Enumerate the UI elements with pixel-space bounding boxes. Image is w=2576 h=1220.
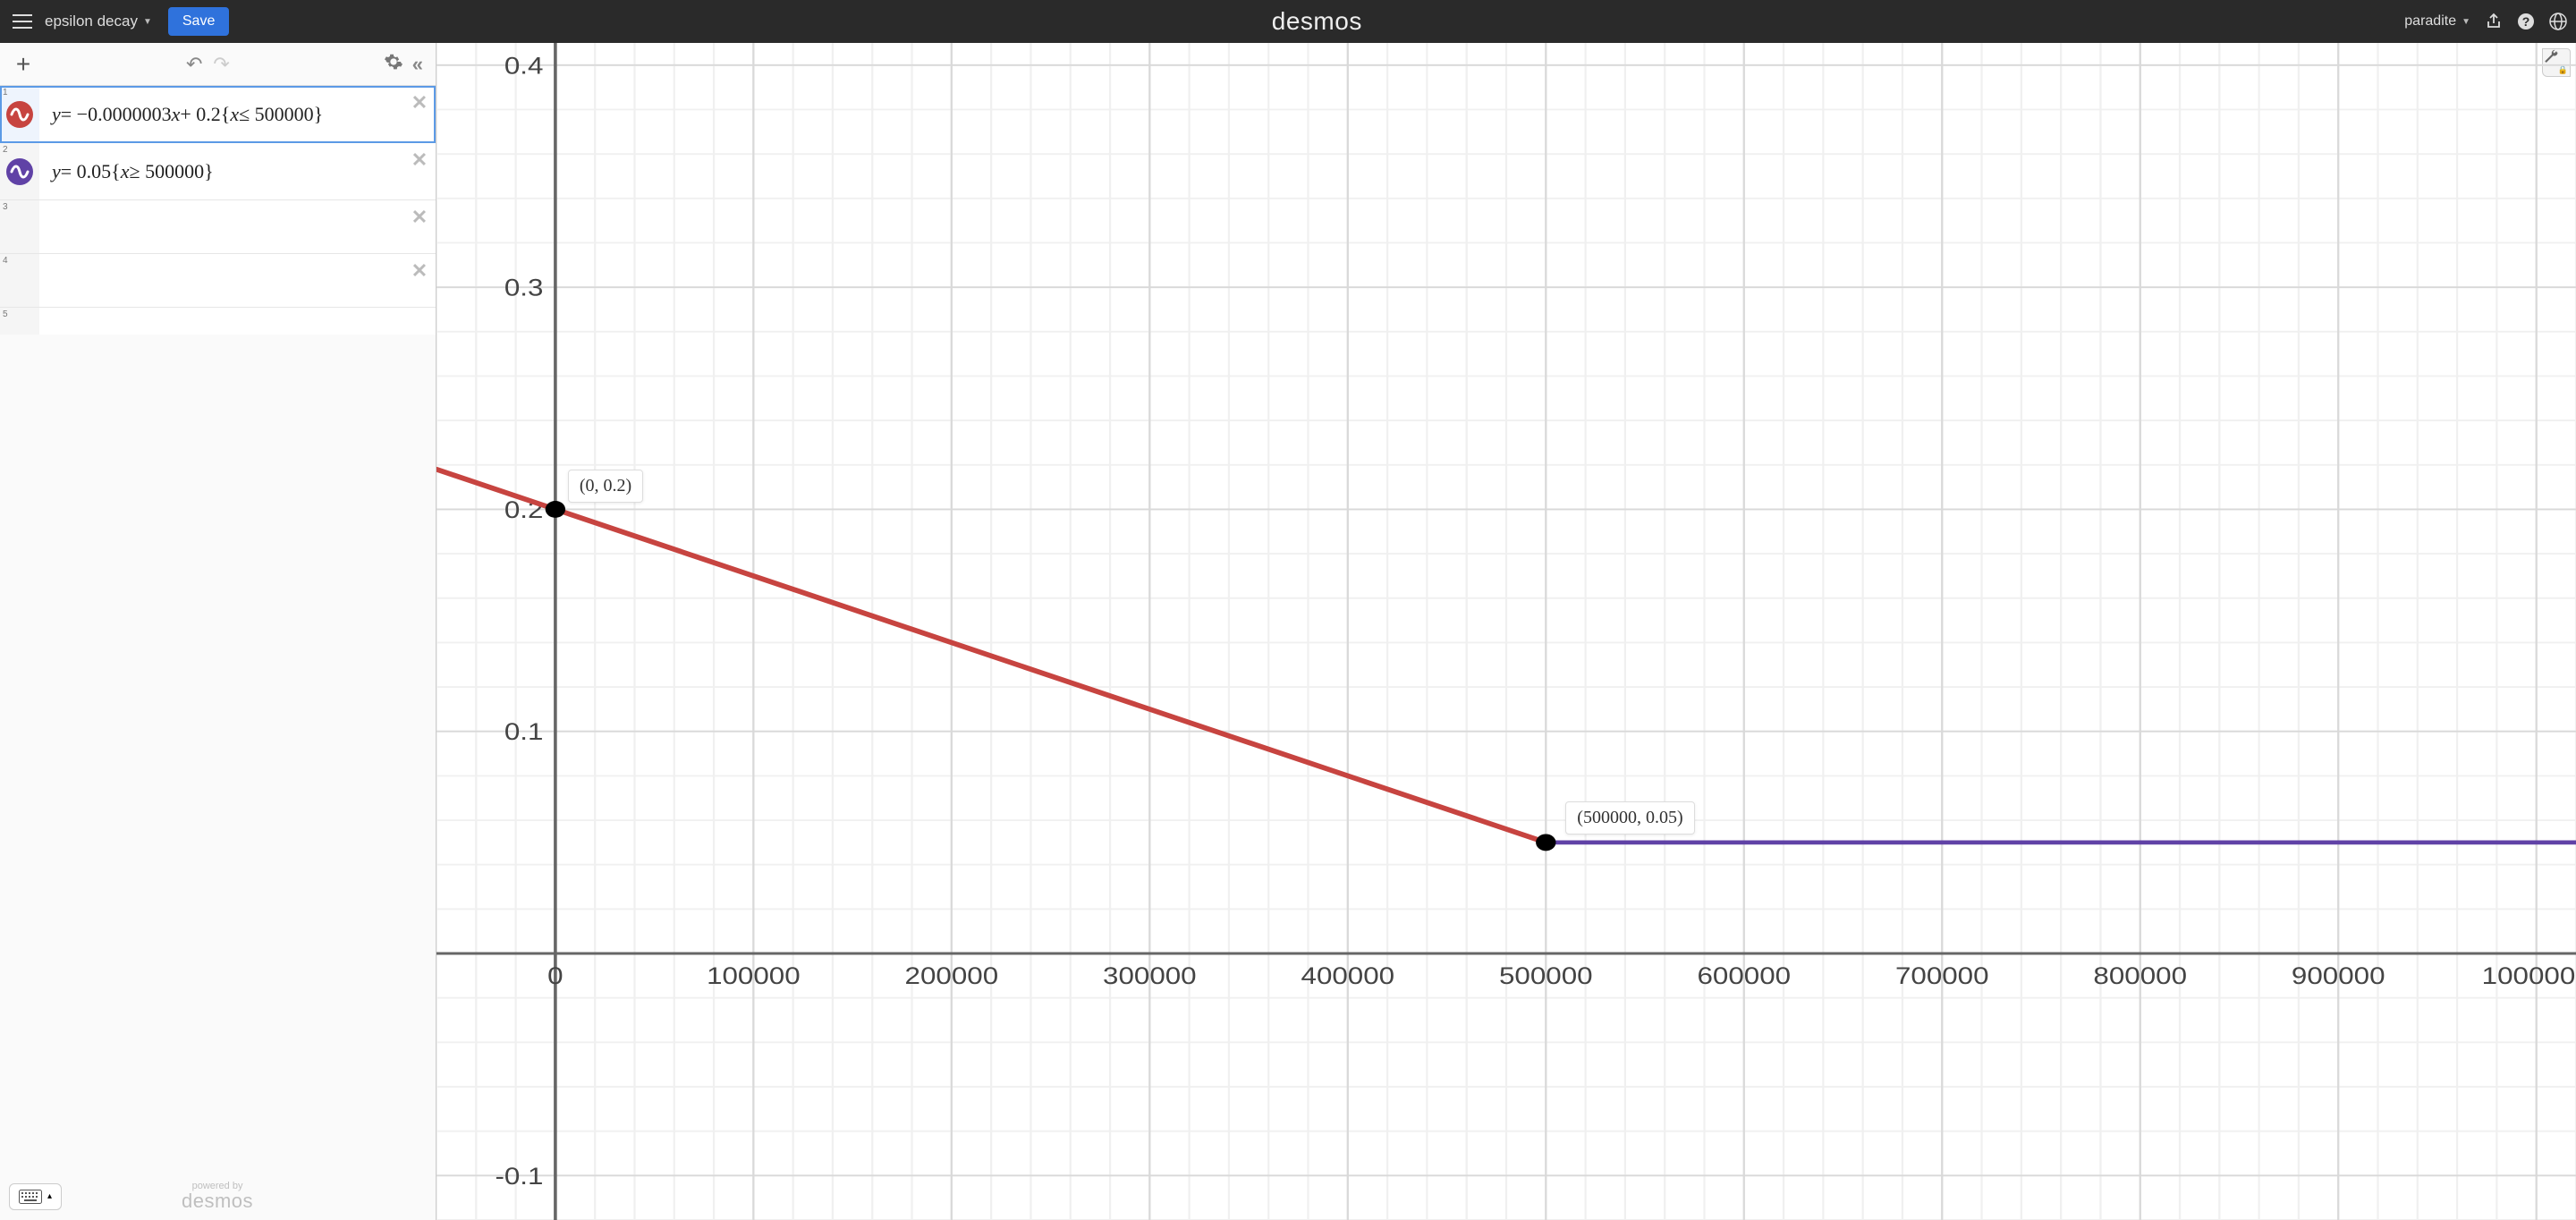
graph-svg[interactable]: 0 100000 200000 300000 400000 500000 600000 700… [436, 43, 2576, 1220]
menu-icon[interactable] [9, 10, 36, 33]
delete-cell: ✕ [403, 86, 436, 142]
add-expression-button[interactable]: + [9, 50, 38, 79]
expression-sidebar: + ↶ ↷ « 1 y = −0.0000003x + 0.2{x ≤ 50000… [0, 43, 436, 1220]
row-number: 1 [3, 88, 8, 97]
svg-text:900000: 900000 [2292, 963, 2385, 989]
expression-row-empty[interactable]: 4✕ [0, 254, 436, 308]
caret-up-icon: ▴ [47, 1191, 52, 1201]
keyboard-button[interactable]: ▴ [9, 1183, 62, 1210]
user-menu[interactable]: paradite ▼ [2404, 13, 2470, 30]
powered-by: powered by desmos [62, 1182, 373, 1211]
point-label: (0, 0.2) [568, 470, 643, 503]
svg-text:600000: 600000 [1697, 963, 1791, 989]
color-swatch[interactable] [6, 101, 33, 128]
delete-expression-button[interactable]: ✕ [411, 93, 428, 113]
row-number: 5 [3, 309, 8, 319]
main: + ↶ ↷ « 1 y = −0.0000003x + 0.2{x ≤ 50000… [0, 43, 2576, 1220]
svg-text:1000000: 1000000 [2482, 963, 2576, 989]
delete-cell: ✕ [403, 308, 436, 335]
expression-row[interactable]: 1 y = −0.0000003x + 0.2{x ≤ 500000} ✕ [0, 86, 436, 143]
graph-title-dropdown[interactable]: epsilon decay ▼ [45, 13, 152, 30]
svg-text:800000: 800000 [2093, 963, 2187, 989]
sidebar-footer: ▴ powered by desmos [0, 1174, 436, 1220]
color-swatch[interactable] [6, 158, 33, 185]
delete-cell: ✕ [403, 254, 436, 307]
share-icon[interactable] [2485, 13, 2503, 30]
expression-row[interactable]: 2 y = 0.05{x ≥ 500000} ✕ [0, 143, 436, 200]
row-number: 3 [3, 202, 8, 212]
delete-expression-button[interactable]: ✕ [411, 261, 428, 281]
delete-expression-button[interactable]: ✕ [411, 150, 428, 170]
plot-point[interactable] [1536, 834, 1555, 851]
chevron-down-icon: ▼ [143, 17, 152, 27]
keyboard-icon [19, 1190, 42, 1204]
settings-icon[interactable] [378, 52, 409, 76]
redo-button[interactable]: ↷ [208, 53, 234, 76]
expression-input[interactable] [39, 254, 403, 307]
graph-title: epsilon decay [45, 13, 138, 30]
svg-text:700000: 700000 [1895, 963, 1989, 989]
expression-input[interactable]: y = 0.05{x ≥ 500000} [39, 143, 403, 199]
top-bar: epsilon decay ▼ Save desmos paradite ▼ ? [0, 0, 2576, 43]
language-icon[interactable] [2549, 13, 2567, 30]
username: paradite [2404, 13, 2456, 30]
delete-cell: ✕ [403, 143, 436, 199]
expression-row-empty[interactable]: 3✕ [0, 200, 436, 254]
collapse-sidebar-icon[interactable]: « [409, 53, 427, 76]
graph-area[interactable]: 🔒 01000002000003000004000005000006000007… [436, 43, 2576, 1220]
expression-input[interactable]: y = −0.0000003x + 0.2{x ≤ 500000} [39, 86, 403, 142]
svg-text:0.3: 0.3 [504, 275, 544, 301]
svg-text:400000: 400000 [1301, 963, 1395, 989]
delete-expression-button[interactable]: ✕ [411, 208, 428, 227]
svg-text:-0.1: -0.1 [495, 1164, 543, 1190]
svg-text:500000: 500000 [1499, 963, 1593, 989]
expression-input[interactable] [39, 308, 403, 335]
point-label: (500000, 0.05) [1565, 801, 1694, 835]
svg-text:0: 0 [547, 963, 563, 989]
sidebar-toolbar: + ↶ ↷ « [0, 43, 436, 86]
plot-point[interactable] [546, 501, 565, 518]
expression-row-empty[interactable]: 5✕ [0, 308, 436, 335]
svg-text:100000: 100000 [707, 963, 801, 989]
expression-list: 1 y = −0.0000003x + 0.2{x ≤ 500000} ✕ 2 y = … [0, 86, 436, 1174]
save-button[interactable]: Save [168, 7, 229, 36]
help-icon[interactable]: ? [2517, 13, 2535, 30]
row-number: 2 [3, 145, 8, 155]
svg-text:300000: 300000 [1103, 963, 1197, 989]
undo-button[interactable]: ↶ [181, 53, 208, 76]
delete-cell: ✕ [403, 200, 436, 253]
svg-text:?: ? [2522, 14, 2530, 29]
chevron-down-icon: ▼ [2462, 17, 2470, 27]
svg-text:0.4: 0.4 [504, 53, 544, 79]
svg-text:200000: 200000 [905, 963, 999, 989]
expression-input[interactable] [39, 200, 403, 253]
desmos-logo: desmos [1272, 7, 1362, 35]
svg-text:0.1: 0.1 [504, 719, 544, 745]
row-number: 4 [3, 256, 8, 266]
